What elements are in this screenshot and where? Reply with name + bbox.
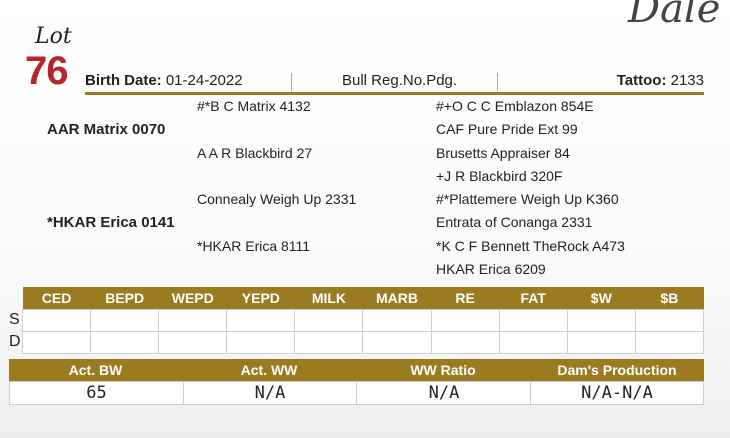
tattoo-label: Tattoo:: [616, 72, 667, 89]
performance-header-ww-ratio: WW Ratio: [410, 362, 476, 378]
epd-header-re: RE: [431, 287, 500, 310]
corner-script-logo: Dalé: [628, 0, 721, 32]
performance-value-dam-production: N/A-N/A: [581, 383, 653, 403]
epd-header-row: CED BEPD WEPD YEPD MILK MARB RE FAT $W $…: [22, 287, 704, 310]
epd-header-fat: FAT: [499, 287, 568, 310]
epd-header-marb: MARB: [362, 287, 432, 310]
pedigree-sire-dam-sire: Brusetts Appraiser 84: [436, 145, 570, 161]
epd-header-ced: CED: [22, 287, 91, 310]
lot-label: Lot: [35, 24, 72, 49]
pedigree-dam-sire-sire: #*Plattemere Weigh Up K360: [436, 191, 619, 207]
epd-header-b-index: $B: [635, 287, 704, 310]
epd-row-label-sire: S: [9, 311, 20, 328]
epd-cell: [226, 309, 296, 332]
performance-divider: [530, 382, 531, 404]
pedigree-dam-dam: *HKAR Erica 8111: [197, 238, 311, 254]
pedigree-sire-sire-dam: CAF Pure Pride Ext 99: [436, 121, 578, 137]
epd-cell: [294, 309, 364, 332]
epd-cell: [362, 331, 432, 354]
epd-cell: [634, 331, 705, 354]
birth-date: Birth Date: 01-24-2022: [85, 72, 243, 89]
epd-cell: [294, 331, 364, 354]
birth-date-value: 01-24-2022: [165, 72, 243, 89]
epd-header-wepd: WEPD: [158, 287, 227, 310]
epd-cell: [634, 309, 705, 332]
tattoo: Tattoo: 2133: [617, 72, 704, 89]
pedigree-sire: AAR Matrix 0070: [47, 121, 166, 138]
epd-row-dam: [21, 331, 705, 354]
lot-number: 76: [25, 49, 68, 93]
epd-cell: [90, 309, 160, 332]
birth-date-label: Birth Date:: [85, 72, 162, 89]
epd-cell: [158, 309, 228, 332]
epd-cell: [21, 309, 92, 332]
epd-header-yepd: YEPD: [226, 287, 295, 310]
registration-label: Bull Reg.No.Pdg.: [342, 72, 458, 89]
epd-header-milk: MILK: [294, 287, 363, 310]
epd-cell: [498, 309, 568, 332]
pedigree-dam-sire-dam: Entrata of Conanga 2331: [436, 214, 593, 230]
pedigree-dam-sire: Connealy Weigh Up 2331: [197, 191, 357, 207]
epd-row-label-dam: D: [9, 333, 21, 350]
pedigree-sire-sire-sire: #+O C C Emblazon 854E: [436, 98, 594, 114]
animal-header: Birth Date: 01-24-2022 Bull Reg.No.Pdg. …: [85, 72, 704, 92]
epd-cell: [21, 331, 92, 354]
pedigree-dam: *HKAR Erica 0141: [47, 214, 175, 231]
performance-divider: [356, 382, 357, 404]
epd-header-w-index: $W: [567, 287, 636, 310]
header-divider: [291, 73, 292, 91]
tattoo-value: 2133: [670, 72, 704, 89]
performance-header-weaning-weight: Act. WW: [240, 362, 298, 378]
header-divider: [497, 73, 498, 91]
epd-header-bepd: BEPD: [90, 287, 159, 310]
performance-header-birth-weight: Act. BW: [68, 362, 123, 378]
epd-cell: [90, 331, 160, 354]
performance-header: Act. BW Act. WW WW Ratio Dam's Productio…: [9, 359, 704, 381]
pedigree-dam-dam-dam: HKAR Erica 6209: [436, 261, 546, 277]
performance-header-dam-production: Dam's Production: [557, 362, 677, 378]
epd-row-sire: [21, 309, 705, 332]
epd-table: CED BEPD WEPD YEPD MILK MARB RE FAT $W $…: [21, 287, 705, 354]
performance-values: 65 N/A N/A N/A-N/A: [9, 381, 704, 405]
epd-cell: [566, 331, 636, 354]
epd-cell: [430, 331, 500, 354]
performance-divider: [183, 382, 184, 404]
epd-cell: [226, 331, 296, 354]
pedigree-sire-sire: #*B C Matrix 4132: [197, 98, 311, 114]
performance-value-ww-ratio: N/A: [428, 383, 460, 403]
epd-cell: [430, 309, 500, 332]
epd-cell: [158, 331, 228, 354]
pedigree-sire-dam-dam: +J R Blackbird 320F: [436, 168, 563, 184]
performance-value-birth-weight: 65: [86, 383, 107, 403]
header-rule: [85, 92, 704, 95]
pedigree-dam-dam-sire: *K C F Bennett TheRock A473: [436, 238, 625, 254]
epd-cell: [498, 331, 568, 354]
epd-cell: [566, 309, 636, 332]
epd-cell: [362, 309, 432, 332]
pedigree-sire-dam: A A R Blackbird 27: [197, 145, 313, 161]
performance-value-weaning-weight: N/A: [254, 383, 286, 403]
